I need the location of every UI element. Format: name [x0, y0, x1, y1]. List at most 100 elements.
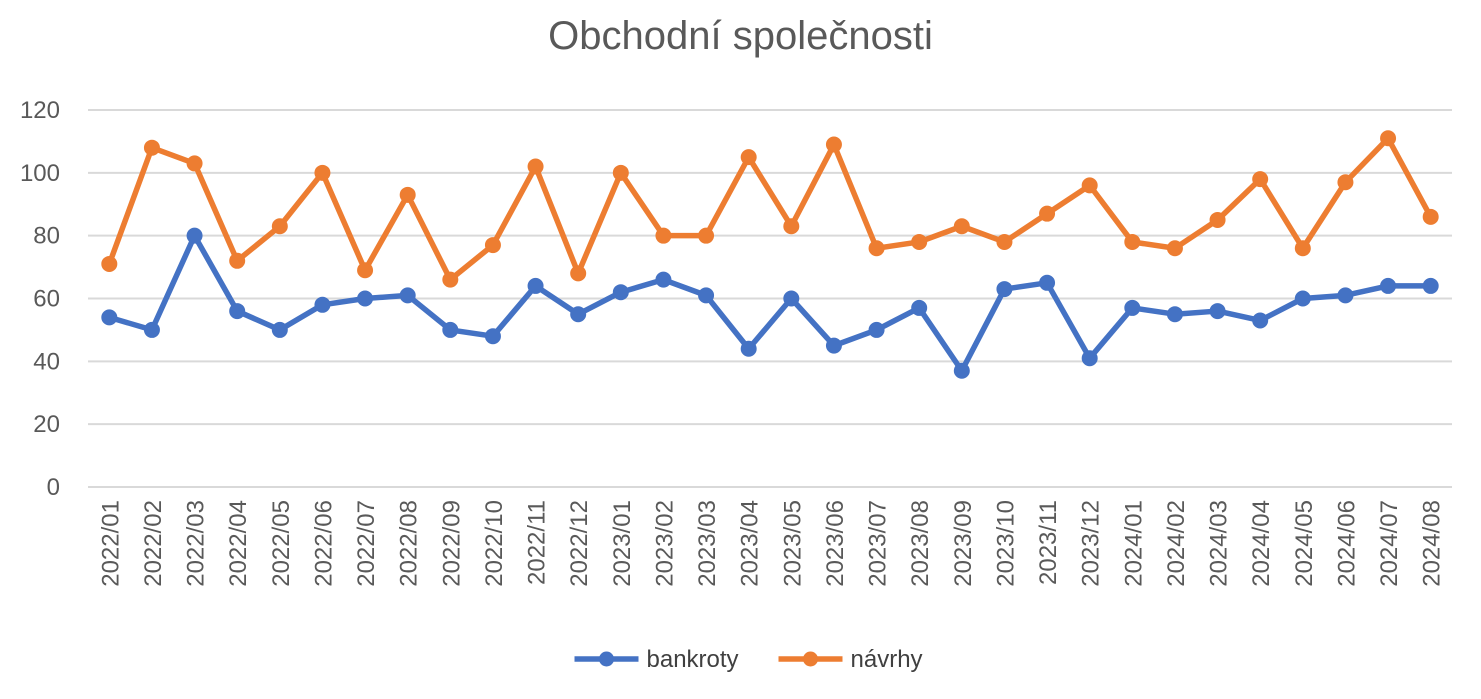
x-tick-label: 2022/01	[97, 500, 124, 587]
data-point	[953, 362, 970, 379]
x-tick-label: 2024/07	[1376, 500, 1403, 587]
data-point	[484, 328, 501, 345]
data-point	[825, 136, 842, 153]
data-point	[101, 309, 118, 326]
data-point	[1124, 233, 1141, 250]
series-line	[106, 135, 1434, 283]
legend-label: bankroty	[647, 646, 739, 673]
data-point	[1252, 312, 1269, 329]
data-point	[911, 233, 928, 250]
data-point	[143, 139, 160, 156]
y-tick-label: 0	[47, 474, 60, 501]
x-tick-label: 2022/11	[524, 500, 551, 585]
data-point	[1380, 277, 1397, 294]
x-tick-label: 2023/06	[822, 500, 849, 587]
y-tick-label: 20	[33, 411, 60, 438]
data-point	[271, 218, 288, 235]
data-point	[357, 262, 374, 279]
data-point	[357, 290, 374, 307]
data-point	[868, 321, 885, 338]
data-point	[996, 281, 1013, 298]
x-tick-label: 2023/09	[950, 500, 977, 587]
data-point	[143, 321, 160, 338]
data-point	[911, 299, 928, 316]
data-point	[1294, 290, 1311, 307]
data-point	[1380, 130, 1397, 147]
data-point	[612, 284, 629, 301]
legend-label: návrhy	[851, 646, 923, 673]
x-tick-label: 2024/01	[1120, 500, 1147, 587]
x-tick-label: 2024/06	[1333, 500, 1360, 587]
data-point	[1039, 205, 1056, 222]
data-point	[698, 227, 715, 244]
data-point	[1337, 174, 1354, 191]
series-1	[101, 227, 1439, 379]
legend-marker	[803, 651, 818, 667]
data-point	[740, 340, 757, 357]
x-tick-label: 2023/02	[651, 500, 678, 587]
data-point	[1039, 274, 1056, 291]
x-tick-label: 2022/12	[566, 500, 593, 587]
data-point	[953, 218, 970, 235]
data-point	[101, 255, 118, 272]
data-point	[1252, 171, 1269, 188]
data-point	[1081, 350, 1098, 367]
x-tick-label: 2022/03	[183, 500, 210, 587]
data-point	[783, 290, 800, 307]
data-point	[1209, 303, 1226, 320]
data-point	[229, 303, 246, 320]
x-tick-label: 2024/04	[1248, 500, 1275, 587]
series-2	[101, 130, 1439, 288]
x-tick-label: 2022/07	[353, 500, 380, 587]
data-point	[1166, 240, 1183, 257]
data-point	[1337, 287, 1354, 304]
data-point	[1294, 240, 1311, 257]
x-tick-label: 2024/03	[1206, 500, 1233, 587]
x-tick-label: 2022/04	[225, 500, 252, 587]
y-tick-label: 40	[33, 348, 60, 375]
data-point	[1209, 211, 1226, 228]
x-tick-label: 2022/06	[310, 500, 337, 587]
data-point	[399, 287, 416, 304]
data-point	[1422, 277, 1439, 294]
data-point	[229, 252, 246, 269]
x-tick-label: 2023/03	[694, 500, 721, 587]
data-point	[271, 321, 288, 338]
data-point	[612, 164, 629, 181]
y-tick-label: 80	[33, 223, 60, 250]
chart-title: Obchodní společnosti	[548, 14, 933, 58]
x-tick-label: 2023/10	[992, 500, 1019, 587]
x-tick-label: 2022/02	[140, 500, 167, 587]
x-tick-label: 2022/09	[438, 500, 465, 587]
y-tick-label: 120	[20, 97, 60, 124]
x-tick-label: 2022/10	[481, 500, 508, 587]
data-point	[655, 271, 672, 288]
data-point	[996, 233, 1013, 250]
x-tick-label: 2023/04	[737, 500, 764, 587]
data-point	[442, 321, 459, 338]
data-point	[570, 265, 587, 282]
data-point	[186, 227, 203, 244]
x-tick-label: 2024/08	[1419, 500, 1446, 587]
x-tick-label: 2022/05	[268, 500, 295, 587]
data-point	[484, 237, 501, 254]
data-point	[1422, 208, 1439, 225]
legend-item: bankroty	[574, 646, 739, 673]
data-point	[655, 227, 672, 244]
x-tick-label: 2024/05	[1291, 500, 1318, 587]
data-point	[1124, 299, 1141, 316]
x-tick-label: 2023/07	[865, 500, 892, 587]
y-tick-label: 60	[33, 286, 60, 313]
data-point	[783, 218, 800, 235]
data-point	[399, 186, 416, 203]
x-tick-label: 2023/01	[609, 500, 636, 587]
x-tick-label: 2024/02	[1163, 500, 1190, 587]
legend-item: návrhy	[778, 646, 923, 673]
x-tick-label: 2023/08	[907, 500, 934, 587]
x-tick-label: 2023/12	[1078, 500, 1105, 587]
data-point	[314, 296, 331, 313]
data-point	[442, 271, 459, 288]
data-point	[1166, 306, 1183, 323]
